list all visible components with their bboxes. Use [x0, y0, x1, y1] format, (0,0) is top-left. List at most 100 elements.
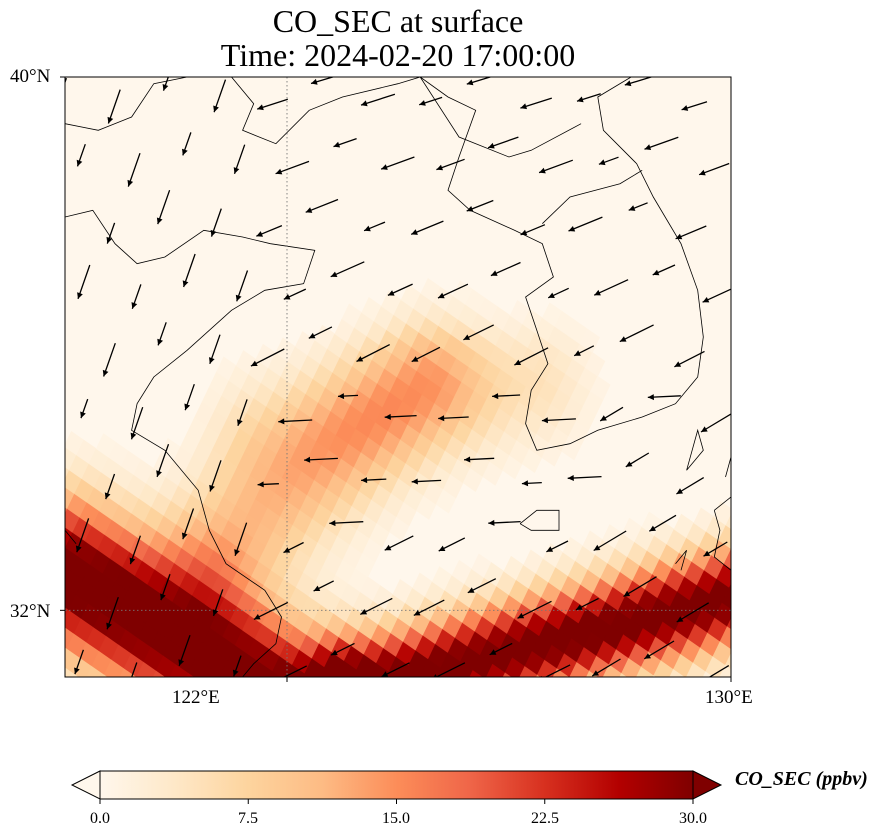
wind-arrow	[329, 520, 364, 527]
wind-arrow-head	[413, 610, 421, 616]
wind-arrow-head	[594, 289, 601, 296]
wind-arrow-head	[541, 417, 548, 424]
gridlines	[65, 77, 731, 677]
wind-arrow-head	[575, 604, 583, 610]
wind-arrow-head	[257, 481, 264, 488]
wind-arrow-head	[644, 144, 652, 150]
wind-arrow-head	[273, 677, 280, 682]
field-cell	[122, 692, 142, 716]
field-cell	[30, 468, 50, 492]
wind-arrow-head	[652, 269, 660, 276]
colorbar-tick-0: 0.0	[90, 810, 110, 827]
wind-arrow	[209, 334, 221, 365]
wind-arrow-head	[574, 350, 581, 356]
field-cell	[659, 684, 679, 708]
wind-arrow	[160, 573, 171, 601]
field-cell	[90, 690, 110, 714]
wind-arrow	[178, 634, 191, 667]
title-line-2: Time: 2024-02-20 17:00:00	[220, 37, 576, 73]
field-cell	[491, 687, 511, 711]
wind-arrow	[413, 599, 445, 616]
field-cell	[31, 569, 51, 593]
wind-arrow-head	[56, 602, 62, 609]
wind-arrow	[182, 253, 196, 288]
field-cell	[290, 689, 310, 713]
wind-arrow-head	[628, 205, 636, 211]
wind-arrow	[681, 101, 708, 111]
wind-arrow	[467, 578, 497, 594]
colorbar-tick-4: 30.0	[679, 810, 707, 827]
wind-arrow	[652, 264, 676, 276]
wind-arrow	[598, 156, 619, 166]
colorbar-tick-2: 15.0	[382, 810, 410, 827]
colorbar-tick-3: 22.5	[531, 810, 559, 827]
field-cell	[652, 674, 657, 677]
wind-arrow	[104, 473, 116, 500]
wind-arrow-shaft	[514, 347, 549, 366]
colorbar-label: CO_SEC (ppbv)	[735, 768, 868, 790]
wind-arrow-head	[209, 484, 215, 492]
wind-arrow-head	[387, 290, 395, 296]
y-tick-label-32n: 32°N	[10, 601, 51, 622]
coastline	[713, 496, 731, 571]
field-cell	[742, 581, 762, 605]
field-cell	[362, 678, 382, 702]
field-cell	[336, 675, 340, 677]
coastline	[675, 550, 687, 571]
wind-arrow-head	[488, 519, 495, 526]
wind-arrow-head	[330, 271, 338, 277]
wind-arrow-head	[182, 148, 188, 156]
wind-arrow	[521, 480, 542, 487]
field-cell	[28, 507, 48, 531]
wind-arrow-shaft	[53, 202, 64, 235]
wind-arrow	[488, 519, 521, 526]
field-cell	[142, 686, 162, 710]
coastline	[65, 77, 232, 131]
wind-arrow	[593, 530, 627, 552]
field-cell	[40, 655, 60, 679]
wind-arrow-head	[178, 659, 185, 666]
wind-arrow	[304, 456, 338, 463]
wind-arrow-head	[463, 334, 471, 340]
field-cell	[746, 504, 766, 528]
field-cell	[226, 684, 246, 708]
field-cell	[590, 375, 611, 401]
wind-arrow-shaft	[544, 664, 571, 677]
field-cell	[45, 679, 65, 703]
wind-arrow	[644, 136, 679, 150]
wind-arrow	[130, 406, 144, 440]
wind-arrow-shaft	[57, 589, 64, 608]
wind-arrow-head	[305, 207, 313, 213]
wind-arrow-head	[624, 80, 632, 87]
wind-arrow-head	[466, 206, 474, 212]
wind-arrow-shaft	[282, 665, 307, 677]
coastline	[65, 209, 316, 677]
wind-arrow	[695, 665, 730, 686]
map-plot	[28, 76, 766, 719]
wind-arrow	[235, 270, 249, 302]
wind-arrow-shaft	[253, 601, 289, 620]
wind-arrow	[76, 143, 86, 167]
wind-arrow-head	[361, 100, 368, 107]
wind-arrow	[256, 224, 283, 237]
wind-arrow-head	[433, 674, 438, 677]
field-cell	[735, 596, 755, 620]
wind-arrow	[520, 224, 546, 236]
field-cell	[394, 680, 414, 704]
wind-arrow-head	[695, 680, 702, 686]
colorbar-tick-1: 7.5	[238, 810, 258, 827]
field-cell	[387, 695, 407, 719]
wind-arrow-head	[600, 415, 607, 421]
wind-arrow-head	[675, 233, 683, 240]
wind-arrow	[575, 597, 599, 611]
colorbar-tick-marks	[99, 799, 694, 804]
wind-arrow	[490, 261, 521, 277]
wind-arrow	[703, 541, 728, 557]
wind-arrow-head	[356, 356, 364, 362]
field-cell	[575, 686, 595, 710]
field-cell	[355, 693, 375, 717]
wind-arrow	[273, 665, 307, 682]
field-cell	[523, 690, 543, 714]
wind-arrow-head	[381, 671, 389, 677]
field-cell	[33, 670, 53, 694]
